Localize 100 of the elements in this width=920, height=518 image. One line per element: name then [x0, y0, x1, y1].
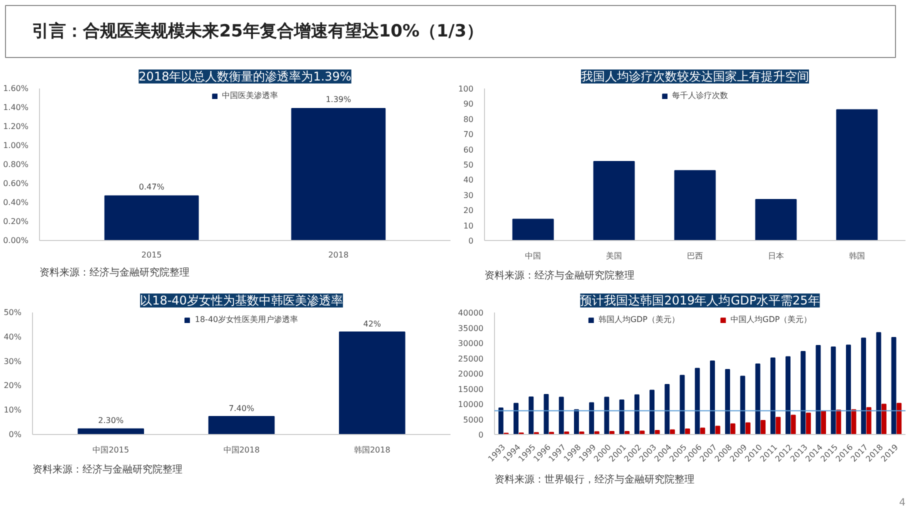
y-tick-label: 80	[463, 114, 474, 124]
y-tick-label: 1.40%	[3, 103, 29, 112]
x-tick-label: 中国2015	[92, 446, 130, 454]
bar	[640, 430, 645, 434]
text: 引言：合规医美规模未来25年复合增速有望达10%（1/3）	[32, 22, 484, 42]
y-tick-label: 10%	[4, 406, 22, 415]
chart-title: 预计我国达韩国2019年人均GDP水平需25年	[580, 294, 820, 308]
bar	[876, 332, 882, 434]
chart-title: 我国人均诊疗次数较发达国家上有提升空间	[581, 70, 809, 84]
y-tick-label: 100	[458, 84, 474, 94]
y-tick-label: 10000	[458, 400, 484, 409]
y-tick-label: 30	[463, 190, 474, 200]
bar	[725, 369, 730, 434]
bar	[755, 364, 760, 434]
y-tick-label: 1.00%	[3, 141, 29, 150]
bar	[786, 356, 790, 434]
bar	[861, 338, 866, 434]
bar	[896, 402, 902, 434]
text: 4	[899, 498, 906, 508]
y-tick-label: 0.20%	[3, 217, 29, 226]
legend-label: 每千人诊疗次数	[672, 90, 728, 101]
bar	[700, 428, 706, 434]
bar	[760, 420, 766, 434]
y-tick-label: 0	[478, 430, 484, 440]
data-label: 2.30%	[98, 416, 124, 426]
bar	[514, 402, 519, 434]
y-tick-label: 40%	[4, 332, 22, 342]
text: 资料来源：经济与金融研究院整理	[40, 266, 190, 278]
bar	[881, 404, 886, 434]
bar	[790, 414, 796, 434]
y-tick-label: 1.20%	[3, 122, 29, 131]
text: 资料来源：世界银行，经济与金融研究院整理	[494, 474, 694, 486]
bar	[670, 429, 675, 434]
x-tick-label: 韩国2018	[354, 446, 390, 454]
bar	[821, 410, 826, 434]
bar	[836, 410, 842, 434]
y-tick-label: 60	[463, 145, 474, 154]
y-tick-label: 15000	[458, 384, 484, 394]
bar	[674, 170, 716, 240]
bar	[604, 396, 610, 434]
legend-label: 中国人均GDP（美元）	[730, 314, 812, 325]
x-tick-label: 韩国	[848, 252, 865, 260]
bar	[866, 407, 872, 434]
bar	[593, 160, 635, 240]
bar	[208, 416, 275, 434]
bar	[836, 109, 878, 240]
legend-label: 韩国人均GDP（美元）	[598, 314, 680, 325]
bar	[770, 357, 776, 434]
text: 资料来源：经济与金融研究院整理	[484, 270, 634, 282]
bar	[730, 423, 736, 434]
y-tick-label: 1.60%	[3, 84, 29, 93]
y-tick-label: 50%	[4, 308, 22, 317]
x-tick-label: 2015	[141, 250, 162, 260]
bar	[694, 368, 700, 434]
bar	[78, 428, 144, 434]
chart-title: 2018年以总人数衡量的渗透率为1.39%	[138, 70, 352, 84]
chart-title: 以18-40岁女性为基数中韩医美渗透率	[140, 294, 343, 308]
bar	[891, 337, 896, 434]
y-tick-label: 0.80%	[3, 160, 29, 169]
y-tick-label: 0.40%	[3, 198, 29, 207]
bar	[498, 407, 504, 434]
y-tick-label: 20%	[4, 381, 22, 390]
y-tick-label: 5000	[463, 415, 484, 424]
bar	[528, 396, 534, 434]
y-tick-label: 30000	[458, 339, 484, 348]
bar	[619, 400, 624, 434]
bar	[558, 396, 564, 434]
y-tick-label: 40	[463, 176, 474, 185]
y-tick-label: 0	[468, 236, 474, 246]
y-tick-label: 30%	[4, 356, 22, 366]
data-label: 0.47%	[138, 182, 165, 192]
y-tick-label: 90	[463, 100, 474, 109]
bar	[654, 430, 660, 434]
bar	[745, 422, 750, 434]
y-tick-label: 20	[463, 206, 474, 216]
bar	[830, 346, 836, 434]
bar	[755, 198, 797, 240]
legend-label: 18-40岁女性医美用户渗透率	[194, 314, 298, 325]
x-tick-label: 巴西	[687, 252, 703, 260]
y-tick-label: 0.60%	[3, 179, 29, 188]
bar	[634, 394, 640, 434]
bar	[610, 430, 614, 434]
x-tick-label: 2018	[328, 250, 349, 260]
bar	[740, 376, 746, 434]
x-tick-label: 中国	[525, 252, 542, 260]
legend-label: 中国医美渗透率	[222, 90, 278, 101]
bar	[806, 412, 811, 434]
bar	[685, 428, 690, 434]
bar	[800, 351, 806, 434]
y-tick-label: 50	[463, 160, 474, 170]
bar	[338, 332, 406, 434]
x-tick-label: 日本	[768, 252, 784, 260]
bar	[650, 390, 655, 434]
data-label: 42%	[363, 319, 382, 328]
bar	[846, 344, 851, 434]
bar	[512, 218, 554, 240]
bar	[710, 360, 715, 434]
y-tick-label: 40000	[458, 308, 484, 318]
y-tick-label: 35000	[458, 324, 484, 333]
x-tick-label: 美国	[606, 252, 622, 260]
